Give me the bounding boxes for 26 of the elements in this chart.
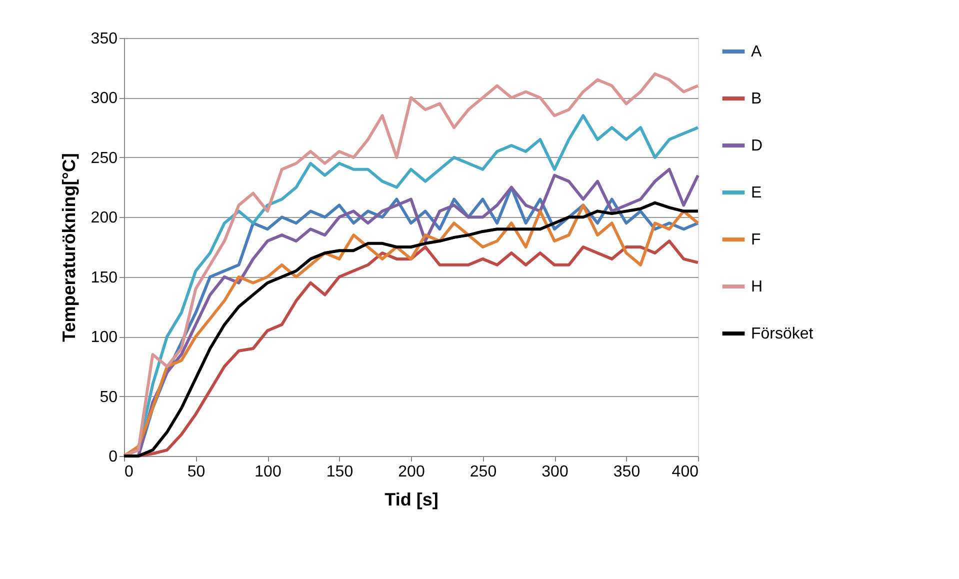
legend-label: B (751, 90, 762, 108)
y-tick-label: 0 (108, 448, 118, 466)
x-tick-label: 150 (326, 464, 354, 480)
y-tick-label: 50 (100, 388, 118, 406)
x-tick-label: 350 (613, 464, 640, 480)
y-tick-label: 100 (90, 329, 118, 346)
y-tick-label: 250 (90, 150, 118, 167)
x-tick-label: 100 (254, 464, 282, 480)
x-tick-label: 300 (542, 464, 568, 480)
x-tick-label: 50 (187, 464, 206, 480)
x-tick-label: 400 (672, 464, 699, 480)
legend-label: F (751, 232, 761, 248)
x-tick-label: 0 (124, 464, 134, 480)
x-axis-title: Tid [s] (384, 490, 438, 510)
y-axis-title: Temperaturökning[°C] (58, 153, 79, 342)
legend-label: Försöket (751, 326, 814, 342)
y-tick-label: 200 (90, 210, 118, 227)
x-tick-label: 200 (398, 464, 425, 480)
x-tick-label: 250 (470, 464, 497, 480)
legend-label: E (751, 184, 762, 202)
y-tick-label: 300 (90, 90, 118, 108)
legend-label: D (751, 138, 763, 154)
legend-label: H (751, 278, 763, 296)
y-tick-label: 150 (90, 269, 118, 286)
y-tick-label: 350 (90, 30, 118, 48)
legend-label: A (751, 44, 762, 60)
